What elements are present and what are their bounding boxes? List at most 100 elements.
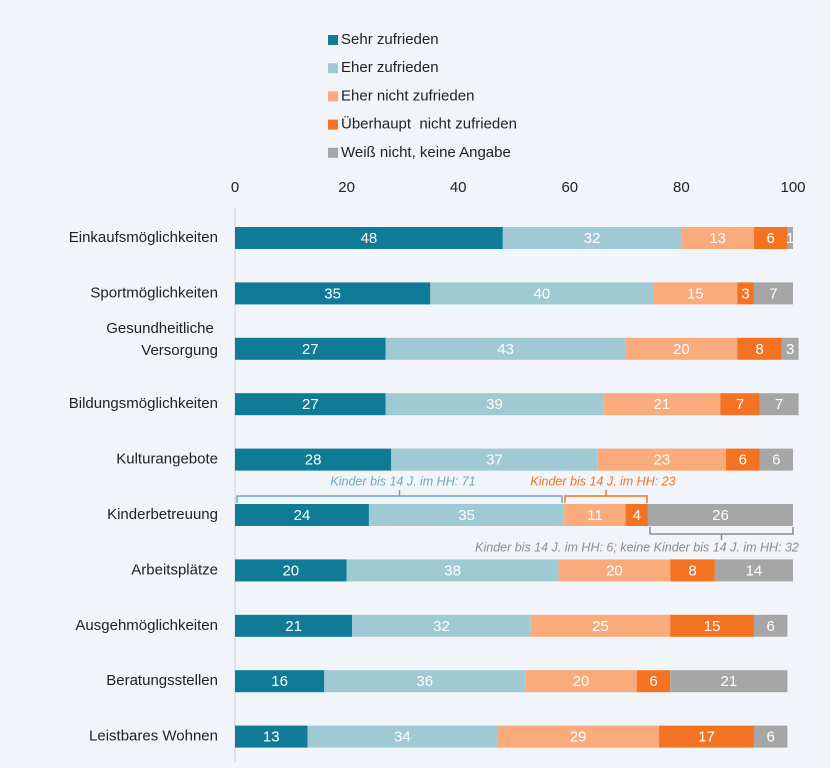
bar-segment <box>759 448 793 471</box>
bar-segment <box>625 337 738 360</box>
category-label: Arbeitsplätze <box>131 561 218 578</box>
bar-segment <box>235 670 325 693</box>
bar-segment <box>603 393 721 416</box>
bar-segment <box>753 282 793 305</box>
category-label: Kulturangebote <box>116 451 218 468</box>
bar-segment <box>235 227 503 249</box>
value-label: 35 <box>458 507 475 524</box>
bracket <box>649 527 794 540</box>
bar-segment <box>670 670 788 693</box>
legend-swatch <box>328 119 338 130</box>
value-label: 20 <box>606 562 623 579</box>
category-label: Bildungsmöglichkeiten <box>69 395 218 412</box>
legend-swatch <box>328 35 338 45</box>
value-label: 28 <box>305 452 322 469</box>
bar-segment <box>753 725 788 748</box>
value-label: 20 <box>573 673 590 690</box>
value-label: 3 <box>741 285 749 302</box>
value-label: 7 <box>769 285 777 302</box>
legend-label: Eher nicht zufrieden <box>341 87 474 104</box>
bar-segment <box>636 670 671 693</box>
value-label: 6 <box>772 452 780 469</box>
bar-segment <box>235 614 353 637</box>
annotation: Kinder bis 14 J. im HH: 71 <box>330 474 475 488</box>
value-label: 24 <box>294 507 311 524</box>
value-label: 17 <box>698 729 715 746</box>
value-label: 48 <box>361 230 378 247</box>
value-label: 6 <box>739 452 747 469</box>
bar-segment <box>564 504 626 526</box>
bar-segment <box>787 227 793 249</box>
legend-swatch <box>328 91 338 102</box>
category-label: Beratungsstellen <box>106 672 218 689</box>
bar-segment <box>307 725 498 748</box>
category-label: Leistbares Wohnen <box>89 728 218 745</box>
legend-swatch <box>328 147 338 158</box>
value-label: 6 <box>649 673 657 690</box>
annotation: Kinder bis 14 J. im HH: 23 <box>530 474 675 488</box>
legend-label: Eher zufrieden <box>341 59 439 76</box>
value-label: 20 <box>282 562 299 579</box>
bar-segment <box>430 282 654 305</box>
value-label: 6 <box>767 729 775 746</box>
bar-segment <box>625 504 648 526</box>
bar-segment <box>759 393 799 416</box>
bar-segment <box>525 670 637 693</box>
bar-segment <box>647 504 793 526</box>
value-label: 13 <box>263 729 280 746</box>
value-label: 43 <box>497 341 514 358</box>
value-label: 40 <box>534 285 551 302</box>
value-label: 37 <box>486 452 503 469</box>
bar-segment <box>235 559 347 582</box>
category-label: Sportmöglichkeiten <box>90 284 218 301</box>
bar-segment <box>737 282 754 305</box>
bar-segment <box>352 614 531 637</box>
bar-segment <box>753 614 788 637</box>
value-label: 7 <box>736 396 744 413</box>
category-label: Ausgehmöglichkeiten <box>75 617 218 634</box>
value-label: 25 <box>592 618 609 635</box>
value-label: 4 <box>633 507 641 524</box>
bar-segment <box>653 282 738 305</box>
value-label: 6 <box>767 618 775 635</box>
category-label: Gesundheitliche Versorgung <box>106 320 218 359</box>
value-label: 7 <box>775 396 783 413</box>
bar-segment <box>597 448 727 471</box>
bar-segment <box>530 614 671 637</box>
category-label: Kinderbetreuung <box>107 506 218 523</box>
x-tick-label: 20 <box>338 179 355 196</box>
bar-segment <box>235 393 386 416</box>
bar-segment <box>235 725 308 748</box>
bar-segment <box>391 448 598 471</box>
bar-segment <box>235 337 386 360</box>
legend-label: Überhaupt nicht zufrieden <box>341 115 517 133</box>
value-label: 20 <box>673 341 690 358</box>
bar-segment <box>235 448 392 471</box>
value-label: 39 <box>486 396 503 413</box>
category-label: Einkaufsmöglichkeiten <box>69 229 218 246</box>
bar-segment <box>714 559 793 582</box>
bar-segment <box>737 337 782 360</box>
bar-segment <box>558 559 671 582</box>
bar-segment <box>670 559 715 582</box>
bar-segment <box>781 337 799 360</box>
bar-segment <box>726 448 760 471</box>
value-label: 16 <box>271 673 288 690</box>
bar-segment <box>324 670 526 693</box>
value-label: 35 <box>324 285 341 302</box>
value-label: 27 <box>302 341 319 358</box>
value-label: 27 <box>302 396 319 413</box>
value-label: 34 <box>394 729 411 746</box>
x-tick-label: 60 <box>561 179 578 196</box>
x-tick-label: 100 <box>780 179 805 196</box>
bracket <box>564 490 648 503</box>
value-label: 14 <box>746 562 763 579</box>
value-label: 15 <box>704 618 721 635</box>
annotation: Kinder bis 14 J. im HH: 6; keine Kinder … <box>475 540 799 554</box>
bar-segment <box>753 227 788 249</box>
bracket <box>236 490 563 503</box>
value-label: 8 <box>755 341 763 358</box>
value-label: 13 <box>709 230 726 247</box>
value-label: 8 <box>688 562 696 579</box>
